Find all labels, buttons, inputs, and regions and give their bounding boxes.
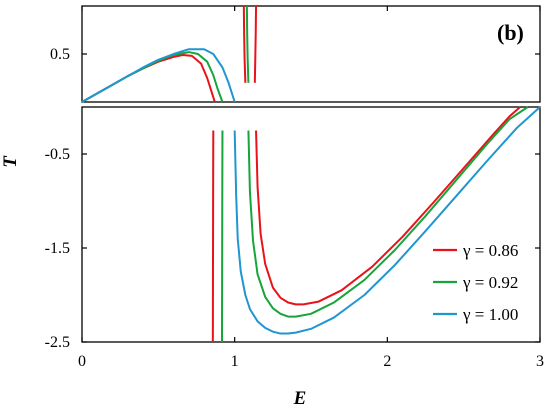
- x-tick-label: 2: [383, 353, 391, 370]
- lower-panel-frame: [81, 106, 541, 343]
- x-axis-title: E: [293, 388, 307, 409]
- legend-label: γ = 1.00: [462, 305, 518, 324]
- series-1-pole-upper-curve: [242, 5, 247, 83]
- series-1-lower-right-curve: [255, 106, 521, 306]
- legend: γ = 0.86 γ = 0.92 γ = 1.00: [433, 241, 518, 324]
- series-2-lower-right-curve: [247, 106, 529, 318]
- y-tick-label: -0.5: [45, 146, 70, 163]
- legend-label: γ = 0.92: [462, 273, 518, 292]
- series-2-upper-curve: [81, 51, 224, 103]
- legend-label: γ = 0.86: [462, 241, 518, 260]
- y-tick-label: -1.5: [45, 240, 70, 257]
- series-1-upper-curve: [81, 53, 216, 103]
- x-tick-label: 3: [536, 353, 544, 370]
- x-tick-label: 0: [78, 353, 86, 370]
- y-axis-title: T: [0, 155, 21, 168]
- panel-label: (b): [497, 20, 524, 45]
- upper-panel-frame: [81, 5, 541, 103]
- series-3-upper-curve: [81, 48, 236, 103]
- y-tick-label: -2.5: [45, 334, 70, 351]
- series-3-lower-left-curve: [233, 106, 541, 335]
- chart-ticks: 0 1 2 3 0.5 -0.5 -1.5 -2.5: [45, 6, 544, 370]
- chart-curves: [81, 5, 541, 343]
- x-tick-label: 1: [231, 353, 239, 370]
- series-1-pole-upper-right-curve: [253, 5, 258, 83]
- y-tick-label: 0.5: [50, 46, 70, 63]
- series-2-pole-upper-curve: [245, 5, 250, 83]
